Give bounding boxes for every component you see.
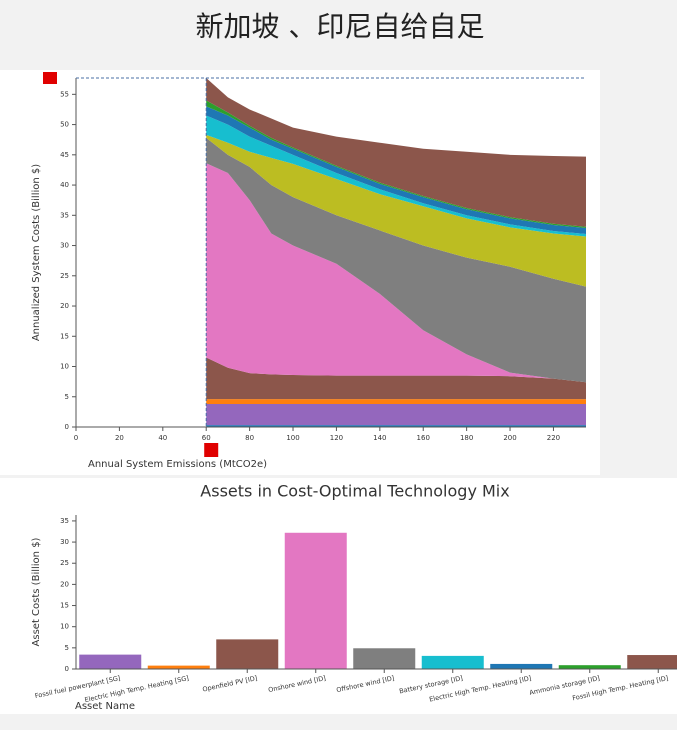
y-axis-label: Asset Costs (Billion $)	[31, 537, 42, 646]
y-tick-label: 35	[60, 517, 69, 525]
y-tick-label: 10	[60, 363, 69, 371]
y-tick-label: 30	[60, 242, 69, 250]
y-tick-label: 5	[65, 644, 69, 652]
x-tick-label: 0	[74, 434, 78, 442]
area-series	[206, 399, 586, 405]
y-axis-label: Annualized System Costs (Billion $)	[31, 164, 42, 341]
area-series	[206, 404, 586, 426]
y-tick-label: 30	[60, 538, 69, 546]
x-tick-label: 60	[202, 434, 211, 442]
chart-title: Assets in Cost-Optimal Technology Mix	[200, 482, 509, 501]
bar	[627, 655, 677, 669]
page-title: 新加坡 、印尼自给自足	[196, 10, 485, 43]
bar	[490, 663, 553, 669]
x-tick-label: 220	[547, 434, 560, 442]
bar	[147, 665, 210, 669]
y-tick-label: 55	[60, 90, 69, 98]
x-tick-label: 80	[245, 434, 254, 442]
y-tick-label: 35	[60, 211, 69, 219]
bar	[421, 655, 484, 669]
y-tick-label: 0	[65, 665, 69, 673]
x-handle[interactable]	[204, 443, 219, 457]
area-series	[206, 134, 586, 287]
y-tick-label: 15	[60, 602, 69, 610]
x-tick-label: 120	[330, 434, 343, 442]
area-series	[206, 163, 586, 383]
y-tick-label: 40	[60, 181, 69, 189]
x-axis-label: Asset Name	[75, 701, 135, 712]
x-tick-label: 160	[417, 434, 430, 442]
area-series	[206, 357, 586, 400]
x-tick-label: 180	[460, 434, 473, 442]
x-tick-label: 20	[115, 434, 124, 442]
bar	[79, 654, 142, 669]
bar	[216, 639, 279, 669]
y-tick-label: 15	[60, 332, 69, 340]
x-axis-label: Annual System Emissions (MtCO2e)	[88, 459, 267, 470]
bar	[558, 665, 621, 669]
y-tick-label: 0	[65, 423, 69, 431]
y-tick-label: 50	[60, 121, 69, 129]
x-tick-label: 40	[158, 434, 167, 442]
x-tick-label: 140	[373, 434, 386, 442]
x-tick-label: 100	[286, 434, 299, 442]
y-tick-label: 20	[60, 302, 69, 310]
y-tick-label: 10	[60, 623, 69, 631]
y-tick-label: 25	[60, 559, 69, 567]
y-tick-label: 45	[60, 151, 69, 159]
y-handle[interactable]	[43, 72, 57, 84]
y-tick-label: 25	[60, 272, 69, 280]
area-series	[206, 78, 586, 227]
bar	[284, 532, 347, 669]
y-tick-label: 5	[65, 393, 69, 401]
y-tick-label: 20	[60, 580, 69, 588]
x-tick-label: 200	[503, 434, 516, 442]
area-series	[206, 137, 586, 383]
bar	[353, 648, 416, 669]
